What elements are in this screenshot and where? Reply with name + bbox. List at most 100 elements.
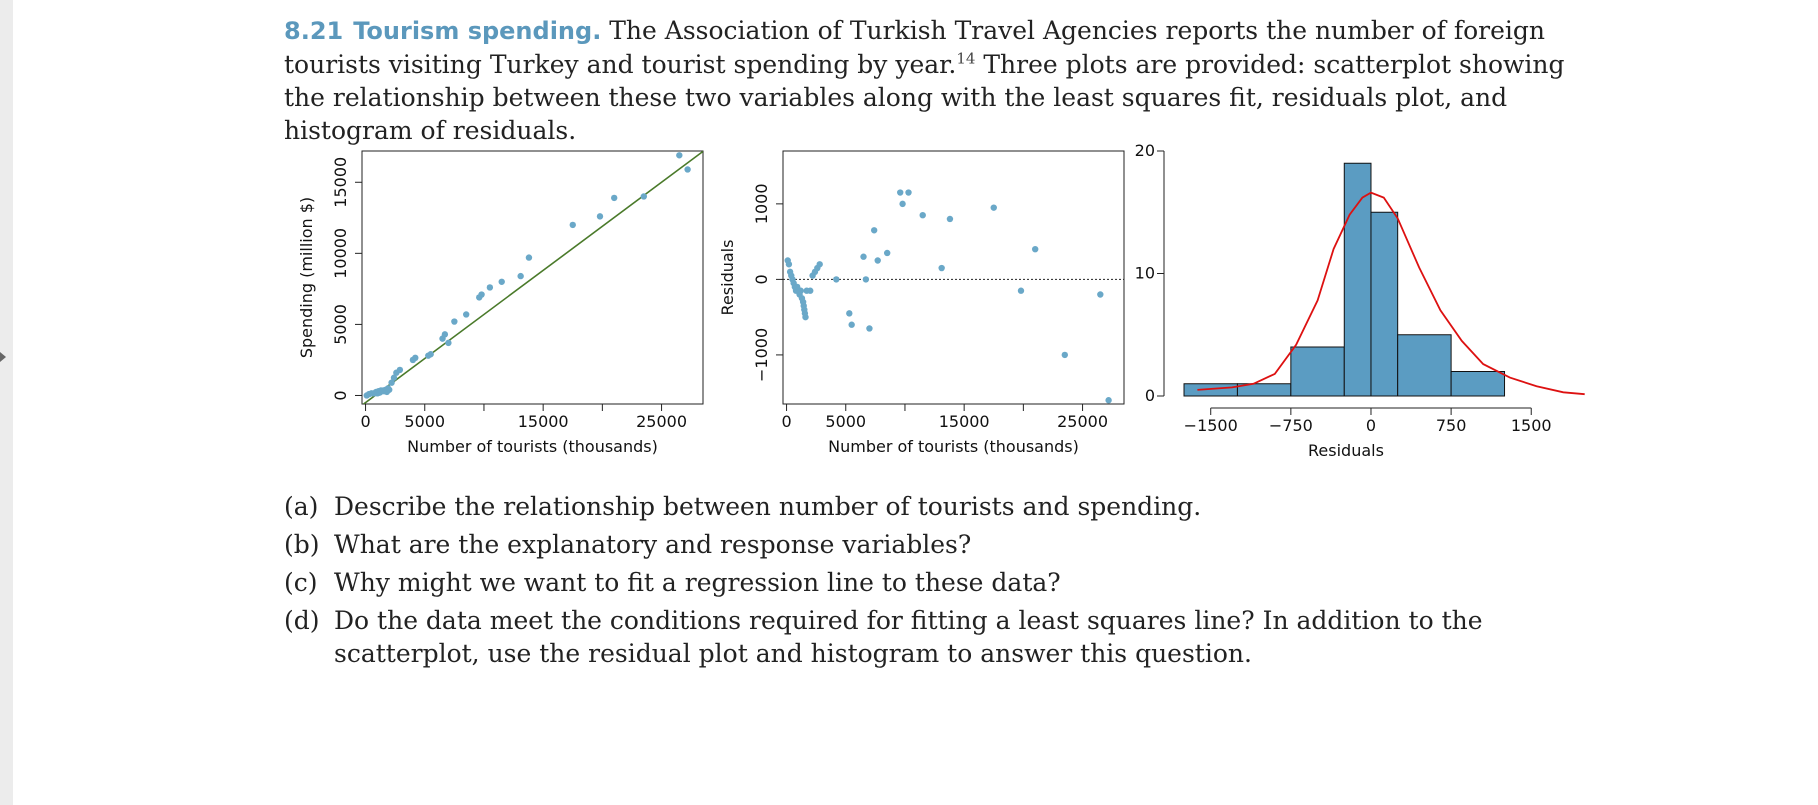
histogram-bar (1183, 383, 1238, 397)
data-point (946, 215, 954, 223)
data-point (919, 211, 926, 219)
y-axis-label: Spending (million $) (297, 197, 316, 358)
scatterplot-spending-vs-tourists: 0 5000 15000 25000 0 5000 10000 15000 Number of … (297, 150, 704, 456)
data-point (990, 204, 997, 211)
data-point (486, 284, 494, 291)
data-point (517, 272, 524, 280)
y-tick-label: 0 (331, 390, 350, 400)
data-point (569, 221, 576, 229)
data-point (445, 339, 452, 347)
y-tick-label: 0 (752, 274, 771, 284)
histogram-bar (1397, 334, 1452, 397)
data-point (388, 379, 395, 386)
x-tick-label: 25000 (1057, 412, 1108, 431)
data-point (525, 254, 533, 261)
data-point (807, 287, 814, 294)
question-label: (c) (284, 568, 318, 597)
data-point (816, 261, 823, 268)
data-point (596, 213, 604, 220)
question-list: (a) Describe the relationship between nu… (284, 490, 1574, 675)
y-tick-label: 10000 (331, 228, 350, 279)
data-point (441, 331, 449, 338)
data-point (640, 193, 647, 200)
y-axis-label: Residuals (718, 240, 737, 316)
data-point (498, 278, 505, 285)
x-tick-label: 5000 (825, 412, 866, 431)
data-point (802, 313, 809, 321)
residuals-plot: 0 5000 15000 25000 −1000 0 1000 Number of touri… (718, 150, 1125, 456)
problem-number: 8.21 (284, 17, 344, 45)
data-point (905, 189, 912, 196)
x-tick-label: −1500 (1184, 416, 1238, 435)
x-axis-label: Number of tourists (thousands) (828, 437, 1079, 456)
problem-statement: 8.21 Tourism spending. The Association of… (284, 14, 1574, 147)
y-tick-label: 5000 (331, 304, 350, 345)
x-tick-label: 750 (1436, 416, 1467, 435)
data-point (846, 310, 853, 317)
expand-arrow-icon[interactable] (0, 352, 6, 362)
data-point (870, 227, 878, 234)
x-tick-label: 15000 (518, 412, 569, 431)
histogram-bar (1343, 162, 1372, 397)
x-axis-label: Number of tourists (thousands) (407, 437, 658, 456)
data-point (1097, 291, 1104, 298)
problem-text-after: Three plots are provided: scatterplot sh… (284, 50, 1565, 145)
data-point (1031, 245, 1039, 253)
data-point (1061, 351, 1068, 359)
question-label: (d) (284, 606, 320, 635)
data-point (412, 354, 419, 362)
data-point (386, 386, 393, 393)
x-tick-label: 0 (360, 412, 370, 431)
data-point (833, 276, 840, 283)
data-point (866, 325, 873, 332)
x-tick-label: 5000 (404, 412, 445, 431)
data-point (785, 261, 793, 268)
data-point (427, 351, 434, 358)
x-tick-label: 1500 (1511, 416, 1552, 435)
x-tick-label: −750 (1269, 416, 1313, 435)
y-tick-label: 0 (1145, 386, 1155, 405)
data-point (676, 152, 683, 159)
normal-density-curve (1197, 191, 1585, 396)
problem-title: Tourism spending. (353, 17, 602, 45)
question-d: (d) Do the data meet the conditions requ… (284, 604, 1574, 670)
data-point (938, 264, 945, 272)
data-point (1017, 287, 1025, 294)
data-point (860, 253, 867, 260)
data-point (1105, 397, 1112, 404)
data-point (848, 321, 855, 328)
x-tick-label: 25000 (636, 412, 687, 431)
data-point (390, 374, 398, 381)
data-point (874, 257, 881, 264)
question-label: (b) (284, 530, 320, 559)
residuals-histogram: −1500 −750 0 750 1500 Residuals 0 10 20 (1135, 141, 1585, 460)
y-tick-label: 10 (1135, 264, 1155, 283)
data-point (797, 287, 804, 294)
x-tick-label: 15000 (939, 412, 990, 431)
data-point (899, 200, 906, 208)
data-point (451, 318, 458, 325)
footnote-marker[interactable]: 14 (956, 49, 976, 68)
question-text: Describe the relationship between number… (334, 492, 1202, 521)
y-tick-label: 20 (1135, 141, 1155, 160)
x-tick-label: 0 (781, 412, 791, 431)
data-point (610, 194, 618, 202)
data-point (862, 276, 870, 283)
least-squares-line (362, 151, 703, 404)
x-axis-label: Residuals (1308, 441, 1384, 460)
question-a: (a) Describe the relationship between nu… (284, 490, 1574, 523)
data-point (396, 366, 404, 374)
question-b: (b) What are the explanatory and respons… (284, 528, 1574, 561)
y-tick-label: −1000 (752, 328, 771, 382)
y-tick-label: 1000 (752, 184, 771, 225)
y-tick-label: 15000 (331, 157, 350, 208)
question-text: What are the explanatory and response va… (334, 530, 972, 559)
x-tick-label: 0 (1366, 416, 1376, 435)
plot-frame (361, 150, 704, 405)
question-label: (a) (284, 492, 319, 521)
histogram-bar (1370, 211, 1399, 397)
histogram-bar (1290, 346, 1345, 397)
data-point (684, 166, 691, 173)
question-text: Why might we want to fit a regression li… (334, 568, 1061, 597)
